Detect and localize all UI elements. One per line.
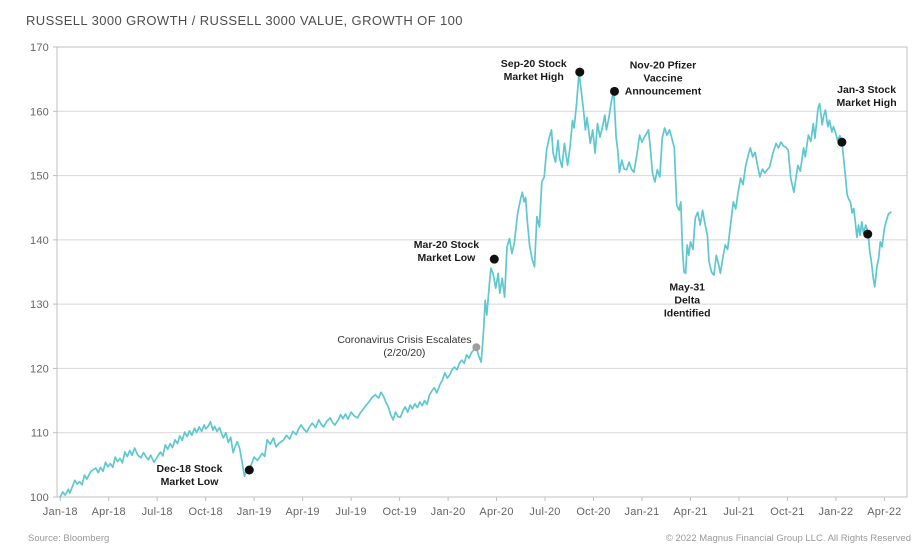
x-axis-tick-label: Jul-19	[336, 506, 367, 518]
event-marker-dot	[863, 229, 873, 239]
event-marker-dot	[575, 67, 585, 77]
annotation-sep-20-high: Sep-20 Stock Market High	[501, 58, 567, 84]
x-axis-tick-label: Jul-18	[142, 506, 173, 518]
annotation-line: Delta	[674, 294, 701, 307]
y-axis-tick-label: 160	[30, 106, 49, 118]
x-axis-tick-label: Apr-21	[673, 506, 707, 518]
plot-border	[56, 46, 908, 498]
x-axis-tick-label: Oct-19	[382, 506, 416, 518]
annotation-line: Coronavirus Crisis Escalates	[337, 334, 472, 347]
x-axis-tick-label: Jul-21	[723, 506, 754, 518]
event-marker-dot	[610, 86, 620, 96]
x-axis-tick-label: Apr-22	[867, 506, 901, 518]
y-axis-tick-label: 140	[30, 235, 49, 247]
annotation-line: Market High	[503, 70, 564, 83]
annotation-line: Vaccine	[643, 72, 683, 85]
annotation-line: Dec-18 Stock	[156, 462, 223, 475]
event-marker-dot	[244, 465, 254, 475]
x-axis-tick-label: Jan-22	[818, 506, 853, 518]
event-marker-dot	[489, 254, 499, 264]
y-axis-tick-label: 120	[30, 363, 49, 375]
annotation-dec-18-low: Dec-18 Stock Market Low	[157, 463, 223, 489]
x-axis-tick-label: Jan-19	[237, 506, 272, 518]
series-line	[59, 71, 892, 498]
annotation-line: Sep-20 Stock	[500, 57, 567, 70]
y-axis-tick-label: 100	[30, 492, 49, 504]
annotation-line: Nov-20 Pfizer	[629, 59, 697, 72]
annotation-line: Announcement	[624, 85, 702, 98]
x-axis-tick-label: Oct-21	[770, 506, 804, 518]
annotation-line: Market Low	[417, 252, 476, 265]
annotation-coronavirus-escalates: Coronavirus Crisis Escalates (2/20/20)	[337, 334, 471, 360]
copyright-label: © 2022 Magnus Financial Group LLC. All R…	[665, 533, 911, 544]
annotation-may-31-delta: May-31 Delta Identified	[664, 281, 711, 320]
x-axis-tick-label: Jan-20	[431, 506, 466, 518]
annotation-line: Mar-20 Stock	[413, 239, 480, 252]
x-axis-tick-label: Oct-20	[576, 506, 610, 518]
chart-title: RUSSELL 3000 GROWTH / RUSSELL 3000 VALUE…	[26, 13, 463, 28]
annotation-jan-3-high: Jan-3 Stock Market High	[837, 84, 897, 110]
x-axis-tick-label: Apr-20	[479, 506, 513, 518]
x-axis-tick-label: Apr-19	[286, 506, 320, 518]
x-axis-tick-label: Oct-18	[189, 506, 223, 518]
annotation-line: May-31	[669, 281, 706, 294]
event-marker-dot	[472, 343, 481, 352]
annotation-line: Market Low	[160, 475, 219, 488]
source-label: Source: Bloomberg	[28, 533, 110, 544]
x-axis-tick-label: Jul-20	[529, 506, 560, 518]
annotation-nov-20-pfizer: Nov-20 Pfizer Vaccine Announcement	[625, 60, 701, 99]
annotation-line: Market High	[836, 97, 897, 110]
y-axis-tick-label: 150	[30, 171, 49, 183]
x-axis-tick-label: Jan-21	[625, 506, 660, 518]
y-axis-tick-label: 110	[31, 428, 49, 440]
annotation-line: Jan-3 Stock	[837, 84, 897, 97]
y-axis-tick-label: 170	[30, 42, 49, 54]
x-axis-tick-label: Jan-18	[43, 506, 78, 518]
annotation-line: (2/20/20)	[383, 347, 426, 360]
annotation-mar-20-low: Mar-20 Stock Market Low	[414, 239, 479, 265]
x-axis-tick-label: Apr-18	[92, 506, 126, 518]
event-marker-dot	[837, 137, 847, 147]
annotation-line: Identified	[663, 307, 711, 320]
y-axis-tick-label: 130	[30, 299, 49, 311]
